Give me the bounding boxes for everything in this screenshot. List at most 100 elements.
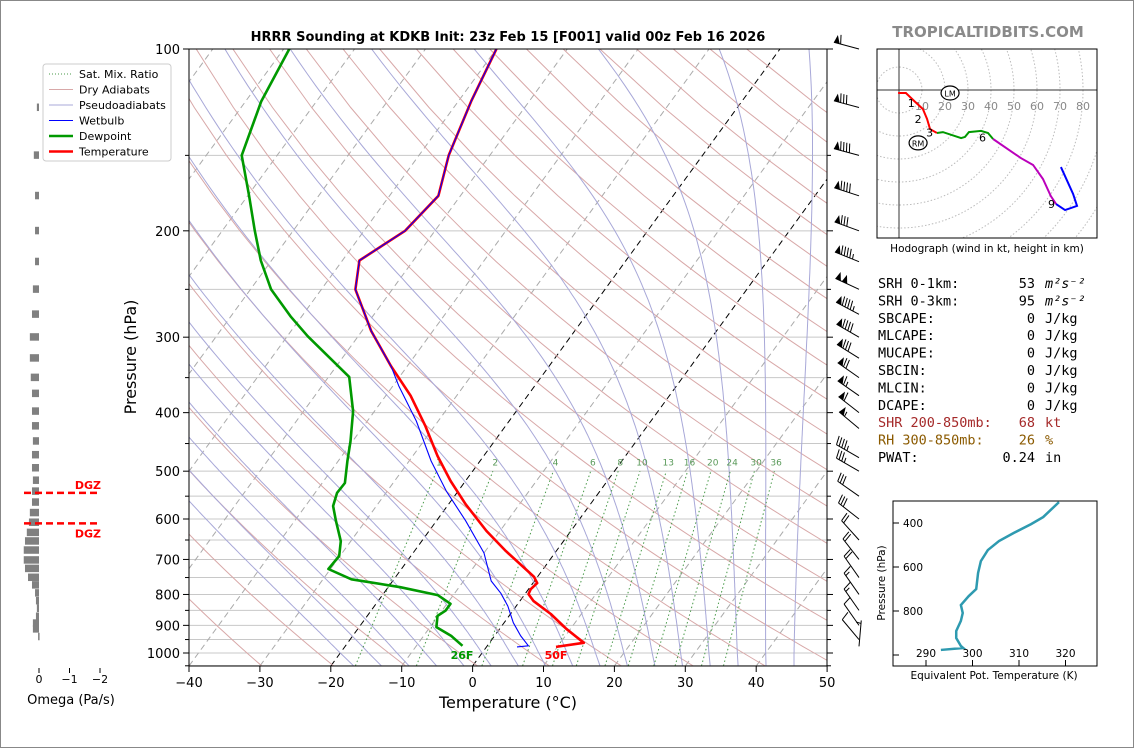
omega-x-tick-label: −2 (92, 673, 108, 686)
stat-unit: m²s⁻² (1044, 276, 1086, 292)
omega-bar (35, 226, 39, 235)
barb-flag (837, 375, 844, 385)
stat-row: PWAT: 0.24 in (878, 450, 1061, 466)
hodograph-plot: 10 20 30 40 50 60 70 80 123 6 9 LM RM (877, 49, 1097, 238)
theta-e-frame (892, 500, 1098, 667)
dry-adiabat (189, 344, 550, 666)
pseudoadiabat (189, 363, 465, 666)
mixing-ratio-label: 10 (636, 458, 648, 468)
wind-barb (855, 620, 862, 647)
theta-e-y-tick-label: 600 (903, 562, 923, 574)
stat-label: SBCAPE: (878, 311, 935, 327)
barb-half (852, 253, 854, 260)
barb-half (844, 411, 848, 417)
stat-unit: J/kg (1045, 398, 1078, 414)
wind-barb (843, 581, 860, 611)
wind-barb (835, 271, 860, 290)
isotherm (189, 49, 426, 375)
barb-half (845, 571, 850, 576)
storm-motion-label: RM (912, 139, 925, 148)
omega-bar (23, 546, 39, 554)
y-tick-label: 900 (155, 619, 180, 634)
dry-adiabat (379, 49, 827, 435)
pseudoadiabat (473, 49, 711, 666)
barb-full (842, 475, 847, 485)
highlight-isotherm (330, 49, 781, 666)
stat-unit: J/kg (1045, 363, 1078, 379)
barb-flag (834, 180, 840, 190)
mixing-ratio-label: 30 (750, 458, 762, 468)
barb-shaft (836, 457, 860, 472)
stat-unit: % (1045, 433, 1053, 449)
barb-shaft (843, 555, 860, 578)
hodograph-frame (876, 48, 1098, 239)
omega-bar (35, 596, 39, 605)
mixing-ratio-line (723, 471, 775, 666)
theta-e-y-title: Pressure (hPa) (876, 545, 888, 620)
barb-full (843, 566, 851, 574)
pseudoadiabat (189, 401, 437, 666)
dry-adiabat (489, 49, 827, 333)
barb-shaft (837, 480, 860, 497)
barb-flag (837, 357, 844, 367)
pseudoadiabat (189, 436, 410, 666)
surface-temperature-label: 50F (545, 649, 568, 662)
highlight-isotherm (472, 178, 827, 666)
stat-unit: in (1045, 450, 1061, 466)
hodograph-ring-label: 80 (1076, 100, 1090, 113)
stat-label: SRH 0-3km: (878, 293, 959, 309)
dry-adiabat (526, 49, 827, 300)
omega-bar (31, 389, 39, 398)
plot-frame (188, 48, 828, 667)
barb-full (845, 551, 853, 560)
isotherm (543, 275, 827, 666)
dry-adiabat (416, 49, 827, 400)
omega-bar (31, 581, 39, 589)
wind-barb (843, 566, 860, 595)
pseudoadiabat (371, 49, 683, 666)
barb-half (846, 445, 849, 451)
barb-full (839, 474, 845, 484)
barb-full (836, 435, 840, 445)
barb-shaft (836, 444, 860, 459)
barb-half (852, 306, 855, 312)
hodograph-ring-label: 20 (938, 100, 952, 113)
mixing-ratio-line (354, 471, 437, 666)
barb-half (855, 621, 862, 624)
omega-panel: 0 −1 −2 DGZ DGZ (23, 103, 108, 686)
barb-shaft (838, 411, 860, 429)
stat-row: SRH 0-1km: 53 m²s⁻² (878, 276, 1086, 292)
stat-row: MLCIN: 0 J/kg (878, 380, 1078, 396)
x-tick-label: 30 (677, 676, 694, 691)
pseudoadiabat (793, 49, 813, 666)
x-tick-label: 50 (819, 676, 836, 691)
omega-x-tick-label: −1 (61, 673, 77, 686)
wind-barb (833, 141, 860, 156)
theta-e-plot (940, 501, 1060, 652)
x-tick-label: 0 (468, 676, 476, 691)
isotherm (189, 49, 285, 180)
dry-adiabat (189, 97, 827, 661)
dgz-label: DGZ (75, 527, 101, 540)
dry-adiabat (189, 159, 766, 666)
pseudoadiabat (289, 49, 656, 666)
barb-full (843, 246, 847, 256)
stat-row: MUCAPE: 0 J/kg (878, 346, 1078, 362)
mixing-ratio-line (674, 471, 731, 666)
barb-full (838, 437, 843, 447)
omega-bar (32, 285, 39, 293)
omega-bar (28, 518, 39, 526)
hodograph-height-label: 2 (915, 113, 922, 126)
omega-bar (32, 619, 39, 627)
omega-bar (29, 508, 39, 517)
stat-unit: J/kg (1045, 311, 1078, 327)
stat-row: SBCIN: 0 J/kg (878, 363, 1078, 379)
omega-bar (35, 589, 39, 597)
hodograph-trace (936, 129, 994, 140)
theta-e-x-tick-label: 290 (916, 648, 936, 660)
barb-shaft (836, 343, 860, 359)
legend-label: Dewpoint (79, 130, 132, 143)
pseudoadiabat (189, 219, 546, 666)
barb-shaft (841, 619, 860, 640)
